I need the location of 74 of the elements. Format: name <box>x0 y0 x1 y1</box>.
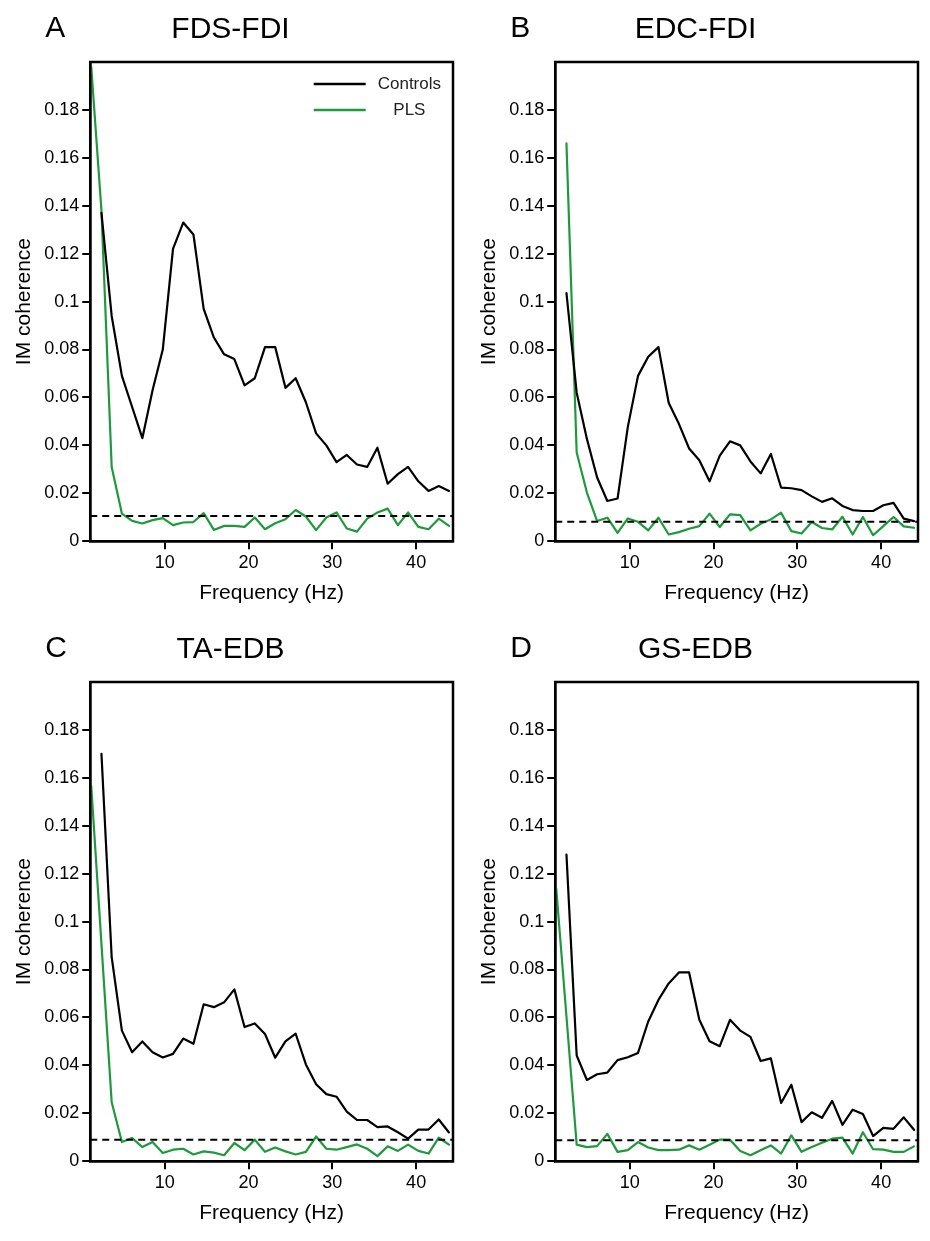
x-tick-label: 30 <box>322 1171 343 1192</box>
y-axis-title: IM coherence <box>476 857 500 986</box>
x-tick-label: 20 <box>238 1171 259 1192</box>
x-tick-label: 30 <box>322 551 343 572</box>
y-tick-label: 0.1 <box>519 290 545 311</box>
y-tick-label: 0.18 <box>44 98 80 119</box>
y-tick-label: 0.06 <box>509 386 545 407</box>
y-tick-label: 0.04 <box>509 434 545 455</box>
y-tick-label: 0.18 <box>44 718 80 739</box>
x-tick-label: 20 <box>703 1171 724 1192</box>
y-tick-label: 0 <box>69 530 80 551</box>
y-tick-label: 0.06 <box>509 1006 545 1027</box>
y-tick-label: 0.06 <box>44 386 80 407</box>
y-tick-label: 0.16 <box>509 146 545 167</box>
text: C <box>45 630 67 664</box>
y-tick-label: 0.12 <box>44 242 80 263</box>
y-tick-label: 0.08 <box>509 338 545 359</box>
x-axis-title: Frequency (Hz) <box>664 580 809 604</box>
x-axis-title: Frequency (Hz) <box>664 1200 809 1224</box>
y-tick-label: 0.08 <box>44 338 80 359</box>
text: D <box>510 630 532 664</box>
y-tick-label: 0.06 <box>44 1006 80 1027</box>
text: B <box>510 10 531 44</box>
y-tick-label: 0.04 <box>44 434 80 455</box>
y-tick-label: 0.02 <box>509 1102 545 1123</box>
y-tick-label: 0.14 <box>509 194 545 215</box>
y-tick-label: 0.04 <box>44 1054 80 1075</box>
y-tick-label: 0.18 <box>509 98 545 119</box>
chart-title: TA-EDB <box>176 631 285 665</box>
y-tick-label: 0.08 <box>44 958 80 979</box>
y-tick-label: 0.12 <box>509 862 545 883</box>
x-tick-label: 40 <box>871 1171 892 1192</box>
x-tick-label: 10 <box>154 551 175 572</box>
x-axis-title: Frequency (Hz) <box>199 580 344 604</box>
y-tick-label: 0.16 <box>509 766 545 787</box>
y-tick-label: 0.1 <box>519 910 545 931</box>
y-tick-label: 0.02 <box>44 482 80 503</box>
y-tick-label: 0 <box>69 1150 80 1171</box>
x-tick-label: 40 <box>871 551 892 572</box>
y-tick-label: 0 <box>534 1150 545 1171</box>
chart-title: EDC-FDI <box>634 11 757 45</box>
y-tick-label: 0.04 <box>509 1054 545 1075</box>
y-tick-label: 0.18 <box>509 718 545 739</box>
x-tick-label: 10 <box>619 551 640 572</box>
y-tick-label: 0 <box>534 530 545 551</box>
x-tick-label: 10 <box>154 1171 175 1192</box>
x-tick-label: 40 <box>406 551 427 572</box>
legend-label: PLS <box>393 99 426 119</box>
y-axis-title: IM coherence <box>11 857 35 986</box>
x-axis-title: Frequency (Hz) <box>199 1200 344 1224</box>
chart-title: FDS-FDI <box>171 11 290 45</box>
y-tick-label: 0.08 <box>509 958 545 979</box>
y-tick-label: 0.12 <box>44 862 80 883</box>
y-tick-label: 0.14 <box>509 814 545 835</box>
x-tick-label: 10 <box>619 1171 640 1192</box>
y-axis-title: IM coherence <box>476 237 500 366</box>
y-tick-label: 0.16 <box>44 146 80 167</box>
x-tick-label: 20 <box>238 551 259 572</box>
y-tick-label: 0.14 <box>44 814 80 835</box>
y-tick-label: 0.02 <box>44 1102 80 1123</box>
y-tick-label: 0.16 <box>44 766 80 787</box>
y-axis-title: IM coherence <box>11 237 35 366</box>
text: A <box>45 10 66 44</box>
y-tick-label: 0.12 <box>509 242 545 263</box>
x-tick-label: 20 <box>703 551 724 572</box>
y-tick-label: 0.02 <box>509 482 545 503</box>
x-tick-label: 30 <box>787 1171 808 1192</box>
x-tick-label: 40 <box>406 1171 427 1192</box>
legend-label: Controls <box>377 73 442 93</box>
chart-title: GS-EDB <box>637 631 754 665</box>
y-tick-label: 0.1 <box>54 910 80 931</box>
y-tick-label: 0.14 <box>44 194 80 215</box>
y-tick-label: 0.1 <box>54 290 80 311</box>
x-tick-label: 30 <box>787 551 808 572</box>
